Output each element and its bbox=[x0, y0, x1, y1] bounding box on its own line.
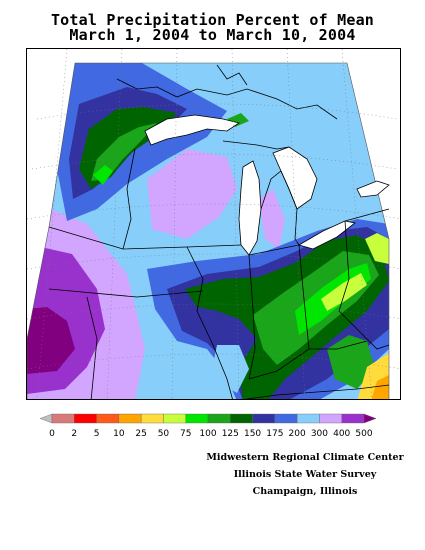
border-ky-tn bbox=[244, 384, 390, 399]
border-oh-pa bbox=[338, 220, 350, 312]
legend-swatch bbox=[230, 413, 253, 424]
legend-swatch bbox=[252, 413, 276, 424]
border-mn-wi bbox=[122, 148, 136, 250]
legend-swatch bbox=[341, 413, 365, 424]
legend-swatch bbox=[140, 413, 164, 424]
coast-lower-michigan bbox=[260, 170, 300, 246]
border-mo-west bbox=[86, 296, 98, 399]
credit-line2: Illinois State Water Survey bbox=[233, 469, 377, 480]
border-in-oh bbox=[298, 244, 310, 350]
credit-line3: Champaign, Illinois bbox=[252, 486, 358, 497]
precip-region-lakemichigan-lavender bbox=[259, 189, 285, 249]
border-ia-il bbox=[186, 246, 233, 399]
precip-region-north-brightgreen bbox=[93, 165, 113, 185]
legend-arrow-low bbox=[39, 413, 53, 424]
coast-up-michigan bbox=[222, 140, 290, 150]
legend-colorbar: 0 2 5 10 25 50 75 100 125 150 175 200 300 400 500 bbox=[39, 413, 377, 439]
legend-label: 2 bbox=[71, 429, 77, 439]
precip-region-north-green bbox=[91, 123, 157, 181]
coast-canada-north bbox=[116, 78, 338, 120]
legend-label: 5 bbox=[94, 429, 100, 439]
precip-region-south-lightblue bbox=[213, 345, 249, 393]
legend-swatch bbox=[118, 413, 142, 424]
legend-swatch bbox=[51, 413, 75, 424]
lake-ontario bbox=[356, 180, 390, 198]
precip-region-west-darkpurple bbox=[27, 307, 75, 374]
legend-swatch bbox=[296, 413, 320, 424]
legend-label: 150 bbox=[244, 429, 261, 439]
legend: 0 2 5 10 25 50 75 100 125 150 175 200 300 400 500 bbox=[38, 412, 378, 442]
legend-swatch bbox=[74, 413, 97, 424]
legend-label: 175 bbox=[266, 429, 283, 439]
precip-field bbox=[27, 63, 389, 399]
lake-erie bbox=[297, 220, 356, 250]
precip-region-east-lime bbox=[365, 233, 389, 264]
border-ny-pa bbox=[344, 208, 390, 222]
legend-swatch bbox=[319, 413, 342, 424]
legend-label: 25 bbox=[135, 429, 146, 439]
precip-region-top-indigo bbox=[135, 71, 167, 93]
legend-arrow-high bbox=[363, 413, 377, 424]
legend-label: 500 bbox=[355, 429, 372, 439]
graticule bbox=[27, 49, 400, 399]
legend-label: 400 bbox=[333, 429, 350, 439]
legend-swatch bbox=[163, 413, 186, 424]
legend-swatch bbox=[185, 413, 209, 424]
legend-label: 300 bbox=[311, 429, 328, 439]
border-oh-ky bbox=[248, 340, 368, 380]
legend-swatch bbox=[274, 413, 298, 424]
legend-label: 200 bbox=[289, 429, 306, 439]
map-title-line1: Total Precipitation Percent of Mean bbox=[50, 11, 375, 29]
border-il-in bbox=[248, 254, 256, 380]
legend-label: 50 bbox=[158, 429, 170, 439]
border-mi-in-oh bbox=[248, 244, 300, 256]
legend-label: 75 bbox=[180, 429, 191, 439]
border-south-mn-ia bbox=[48, 226, 188, 250]
legend-swatch bbox=[207, 413, 231, 424]
map-title-line2: March 1, 2004 to March 10, 2004 bbox=[69, 26, 356, 44]
legend-label: 100 bbox=[199, 429, 216, 439]
precip-region-wisconsin-lavender bbox=[147, 149, 237, 239]
data-area-outline bbox=[27, 62, 390, 399]
legend-label: 10 bbox=[113, 429, 125, 439]
precipitation-map bbox=[26, 48, 401, 400]
legend-label: 0 bbox=[49, 429, 55, 439]
lake-michigan bbox=[238, 160, 262, 256]
state-boundaries bbox=[48, 64, 390, 399]
precip-region-ohio-lime bbox=[321, 273, 367, 311]
coast-james-bay bbox=[216, 64, 248, 86]
map-canvas bbox=[27, 49, 400, 399]
credit-line1: Midwestern Regional Climate Center bbox=[206, 452, 404, 463]
border-ia-mo bbox=[48, 288, 204, 298]
border-wi-il bbox=[186, 244, 242, 248]
great-lakes bbox=[144, 114, 390, 256]
precip-region-southeast-orange bbox=[371, 375, 389, 399]
border-wv bbox=[338, 310, 390, 350]
lake-superior bbox=[144, 114, 240, 146]
legend-swatch bbox=[96, 413, 120, 424]
legend-label: 125 bbox=[222, 429, 239, 439]
